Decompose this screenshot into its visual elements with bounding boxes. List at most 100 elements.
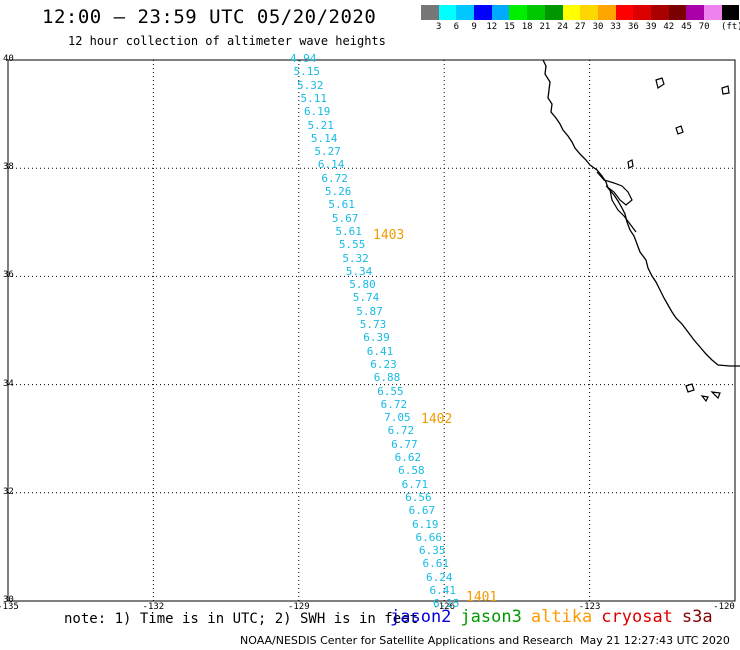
satellite-legend-item: altika bbox=[530, 607, 593, 627]
swh-value: 6.72 bbox=[387, 424, 415, 438]
color-scale-label: 42 bbox=[663, 22, 675, 32]
inland-lake-1 bbox=[655, 77, 665, 89]
coastline-bay bbox=[596, 171, 637, 233]
color-swatch bbox=[704, 5, 722, 20]
color-swatch bbox=[456, 5, 475, 20]
color-scale-label: 27 bbox=[574, 22, 586, 32]
swh-value: 6.66 bbox=[415, 530, 443, 544]
color-scale-label: 6 bbox=[453, 22, 460, 32]
longitude-label: -132 bbox=[142, 602, 165, 612]
swh-value: 6.19 bbox=[412, 517, 439, 531]
swh-value: 6.39 bbox=[363, 331, 390, 345]
color-scale-label: 9 bbox=[471, 22, 477, 32]
color-swatch bbox=[491, 5, 510, 20]
swh-value: 6.77 bbox=[391, 437, 418, 451]
color-scale-label: 36 bbox=[627, 22, 639, 32]
color-swatch bbox=[527, 5, 545, 20]
latitude-label: 38 bbox=[3, 162, 14, 173]
swh-value: 5.61 bbox=[328, 198, 355, 212]
swh-value: 6.14 bbox=[317, 158, 345, 172]
generated-timestamp: May 21 12:27:43 UTC 2020 bbox=[580, 634, 730, 647]
latitude-label: 40 bbox=[3, 54, 14, 64]
color-swatch bbox=[615, 5, 634, 20]
latitude-label: 32 bbox=[3, 486, 14, 497]
color-scale-label: 15 bbox=[504, 22, 515, 32]
swh-value: 6.71 bbox=[401, 477, 429, 491]
longitude-label: -126 bbox=[433, 602, 456, 612]
swh-value: 5.67 bbox=[331, 211, 359, 225]
pass-number-label: 1401 bbox=[466, 590, 498, 605]
color-swatch bbox=[421, 5, 439, 20]
swh-value: 6.72 bbox=[321, 171, 348, 185]
swh-value: 5.14 bbox=[310, 131, 338, 145]
swh-value: 4.94 bbox=[290, 52, 317, 65]
color-swatch bbox=[650, 5, 669, 20]
map-title: 12:00 – 23:59 UTC 05/20/2020 bbox=[42, 6, 377, 28]
swh-value: 6.56 bbox=[405, 490, 432, 504]
latitude-label: 36 bbox=[3, 270, 14, 281]
swh-value: 5.55 bbox=[338, 238, 366, 252]
satellite-legend-item: s3a bbox=[681, 607, 713, 627]
island-3 bbox=[700, 395, 709, 403]
color-scale-label: 70 bbox=[698, 22, 710, 32]
color-swatch bbox=[633, 5, 651, 20]
swh-value: 5.34 bbox=[345, 264, 373, 278]
color-scale-label: 45 bbox=[681, 22, 692, 32]
color-swatch bbox=[509, 5, 528, 20]
swh-value: 5.26 bbox=[324, 185, 352, 198]
color-swatch bbox=[686, 5, 704, 20]
swh-value: 6.41 bbox=[429, 584, 457, 597]
swh-value: 5.61 bbox=[335, 224, 362, 238]
color-swatch bbox=[597, 5, 616, 20]
latitude-label: 30 bbox=[3, 595, 14, 605]
swh-value: 6.61 bbox=[422, 557, 450, 571]
island-2 bbox=[710, 391, 721, 400]
swh-value: 5.32 bbox=[342, 251, 369, 265]
swh-value: 5.21 bbox=[307, 118, 334, 132]
inland-lake-2 bbox=[675, 125, 684, 135]
color-swatch bbox=[562, 5, 581, 20]
color-scale-label: 18 bbox=[521, 22, 533, 32]
satellite-legend-item: jason3 bbox=[460, 607, 522, 627]
color-scale-unit: (ft) bbox=[721, 22, 740, 32]
longitude-label: -135 bbox=[0, 602, 19, 612]
color-scale-label: 39 bbox=[645, 22, 657, 32]
swh-value: 6.72 bbox=[380, 397, 408, 411]
satellite-legend-item: cryosat bbox=[601, 607, 673, 627]
swh-value: 7.05 bbox=[384, 411, 411, 425]
color-swatch bbox=[438, 5, 457, 20]
color-scale-label: 33 bbox=[610, 22, 622, 32]
color-scale-bar bbox=[421, 5, 740, 20]
swh-value: 5.11 bbox=[300, 91, 327, 105]
swh-value: 5.73 bbox=[359, 318, 387, 331]
color-scale-label: 30 bbox=[592, 22, 604, 32]
coastline bbox=[542, 59, 740, 367]
swh-value: 6.55 bbox=[377, 384, 404, 398]
inland-lake-4 bbox=[721, 85, 730, 95]
color-swatch bbox=[580, 5, 598, 20]
longitude-label: -123 bbox=[578, 602, 601, 612]
satellite-legend: jason2 jason3 altika cryosat s3a bbox=[390, 607, 722, 627]
satellite-legend-item: jason2 bbox=[390, 607, 452, 627]
color-scale-label: 21 bbox=[539, 22, 551, 32]
pass-number-label: 1403 bbox=[373, 228, 405, 243]
map-subtitle: 12 hour collection of altimeter wave hei… bbox=[68, 34, 386, 48]
latitude-label: 34 bbox=[3, 378, 14, 389]
map-border bbox=[7, 59, 736, 602]
footer-note: note: 1) Time is in UTC; 2) SWH is in fe… bbox=[64, 611, 419, 627]
longitude-label: -129 bbox=[287, 602, 310, 612]
swh-value: 5.87 bbox=[356, 304, 383, 318]
credit-line: NOAA/NESDIS Center for Satellite Applica… bbox=[240, 634, 574, 647]
pass-number-label: 1402 bbox=[421, 412, 453, 427]
color-swatch bbox=[668, 5, 687, 20]
swh-value: 6.67 bbox=[408, 504, 436, 518]
swh-value: 5.15 bbox=[293, 65, 320, 79]
swh-value: 6.24 bbox=[426, 570, 453, 584]
map-grid bbox=[7, 59, 736, 602]
swh-value: 6.35 bbox=[419, 544, 446, 558]
swh-value: 6.58 bbox=[398, 464, 425, 478]
swh-value: 5.74 bbox=[352, 291, 380, 305]
swh-value: 6.41 bbox=[366, 344, 394, 358]
